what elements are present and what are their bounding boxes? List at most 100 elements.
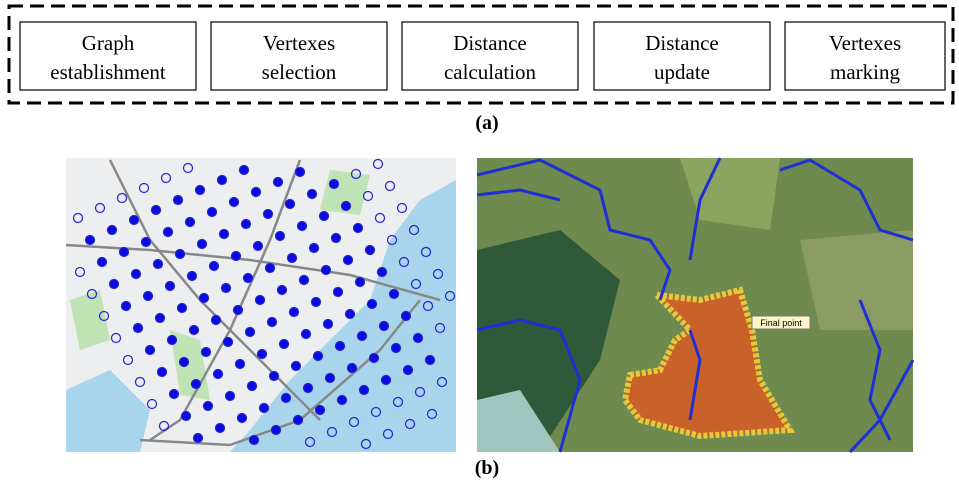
- vertex-dot: [356, 278, 365, 287]
- vertex-dot: [324, 320, 333, 329]
- vertex-dot: [214, 370, 223, 379]
- vertex-dot: [252, 188, 261, 197]
- vertex-dot: [122, 302, 131, 311]
- vertex-dot: [220, 230, 229, 239]
- vertex-dot: [120, 248, 129, 257]
- vertex-dot: [240, 166, 249, 175]
- vertex-dot: [134, 324, 143, 333]
- vertex-dot: [354, 224, 363, 233]
- vertex-dot: [166, 282, 175, 291]
- vertex-dot: [168, 336, 177, 345]
- vertex-dot: [198, 240, 207, 249]
- vertex-dot: [338, 396, 347, 405]
- vertex-dot: [182, 412, 191, 421]
- vertex-dot: [178, 304, 187, 313]
- figure: Graph establishment Vertexes selection Dista…: [0, 0, 959, 481]
- vertex-dot: [244, 274, 253, 283]
- vertex-dot: [238, 414, 247, 423]
- vertex-dot: [174, 196, 183, 205]
- vertex-dot: [246, 328, 255, 337]
- vertex-dot: [370, 354, 379, 363]
- step-row: Graph establishment Vertexes selection Dista…: [20, 22, 945, 90]
- vertex-dot: [346, 310, 355, 319]
- vertex-dot: [298, 222, 307, 231]
- vertex-dot: [208, 208, 217, 217]
- vertex-dot: [154, 260, 163, 269]
- vertex-dot: [266, 264, 275, 273]
- vertex-dot: [314, 352, 323, 361]
- vertex-dot: [232, 252, 241, 261]
- vertex-dot: [294, 416, 303, 425]
- vertex-dot: [152, 206, 161, 215]
- step-label: Distance: [453, 31, 526, 55]
- vertex-dot: [382, 376, 391, 385]
- vertex-dot: [222, 284, 231, 293]
- vertex-dot: [332, 234, 341, 243]
- vertex-dot: [348, 364, 357, 373]
- step-label: Vertexes: [829, 31, 901, 55]
- vertex-dot: [368, 300, 377, 309]
- vertex-dot: [290, 308, 299, 317]
- vertex-dot: [300, 276, 309, 285]
- vertex-dot: [236, 360, 245, 369]
- vertex-dot: [86, 236, 95, 245]
- vertex-dot: [250, 436, 259, 445]
- vertex-dot: [108, 226, 117, 235]
- vertex-dot: [212, 316, 221, 325]
- vertex-dot: [342, 202, 351, 211]
- step-label: Vertexes: [263, 31, 335, 55]
- step-label: Distance: [645, 31, 718, 55]
- vertex-dot: [390, 290, 399, 299]
- vertex-dot: [194, 434, 203, 443]
- vertex-dot: [258, 350, 267, 359]
- vertex-dot: [132, 270, 141, 279]
- vertex-dot: [142, 238, 151, 247]
- vertex-dot: [230, 198, 239, 207]
- vertex-dot: [146, 346, 155, 355]
- vertex-dot: [210, 262, 219, 271]
- step-label: selection: [262, 60, 337, 84]
- step-label: calculation: [444, 60, 537, 84]
- vertex-dot: [336, 342, 345, 351]
- field: [800, 230, 913, 330]
- step-label: establishment: [50, 60, 166, 84]
- vertex-dot: [280, 340, 289, 349]
- vertex-dot: [204, 402, 213, 411]
- vertex-dot: [226, 392, 235, 401]
- vertex-dot: [130, 216, 139, 225]
- vertex-dot: [330, 180, 339, 189]
- vertex-dot: [402, 312, 411, 321]
- panel-label: (a): [475, 112, 498, 134]
- vertex-dot: [202, 348, 211, 357]
- vertex-dot: [200, 294, 209, 303]
- vertex-dot: [320, 212, 329, 221]
- vertex-dot: [190, 326, 199, 335]
- vertex-dot: [188, 272, 197, 281]
- vertex-dot: [278, 286, 287, 295]
- vertex-dot: [304, 384, 313, 393]
- vertex-dot: [392, 344, 401, 353]
- panel-label: (b): [475, 457, 499, 479]
- vertex-dot: [426, 356, 435, 365]
- step-label: Graph: [82, 31, 135, 55]
- vertex-dot: [302, 330, 311, 339]
- vertex-dot: [360, 386, 369, 395]
- satellite-map: Final point: [477, 158, 913, 452]
- vertex-dot: [292, 362, 301, 371]
- vertex-dot: [282, 394, 291, 403]
- vertex-dot: [366, 246, 375, 255]
- vertex-dot: [344, 256, 353, 265]
- vertex-dot: [256, 296, 265, 305]
- vertex-dot: [144, 292, 153, 301]
- vertex-dot: [272, 426, 281, 435]
- vertex-dot: [308, 190, 317, 199]
- vertex-dot: [310, 244, 319, 253]
- vertex-dot: [404, 366, 413, 375]
- vertex-dot: [268, 318, 277, 327]
- vertex-dot: [196, 186, 205, 195]
- vertex-dot: [270, 372, 279, 381]
- map-annotation: Final point: [760, 318, 802, 328]
- vertex-dot: [158, 368, 167, 377]
- vertex-dot: [224, 338, 233, 347]
- vertex-dot: [176, 250, 185, 259]
